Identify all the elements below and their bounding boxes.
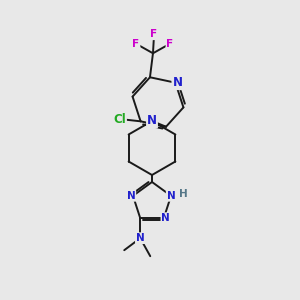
Text: N: N: [147, 115, 157, 128]
Text: N: N: [172, 76, 182, 89]
Text: F: F: [167, 39, 173, 49]
Text: N: N: [127, 191, 135, 201]
Text: N: N: [167, 191, 176, 201]
Text: F: F: [150, 29, 158, 39]
Text: H: H: [178, 189, 188, 199]
Text: N: N: [136, 233, 145, 243]
Text: N: N: [161, 213, 170, 223]
Text: Cl: Cl: [113, 113, 126, 126]
Text: F: F: [132, 39, 140, 49]
